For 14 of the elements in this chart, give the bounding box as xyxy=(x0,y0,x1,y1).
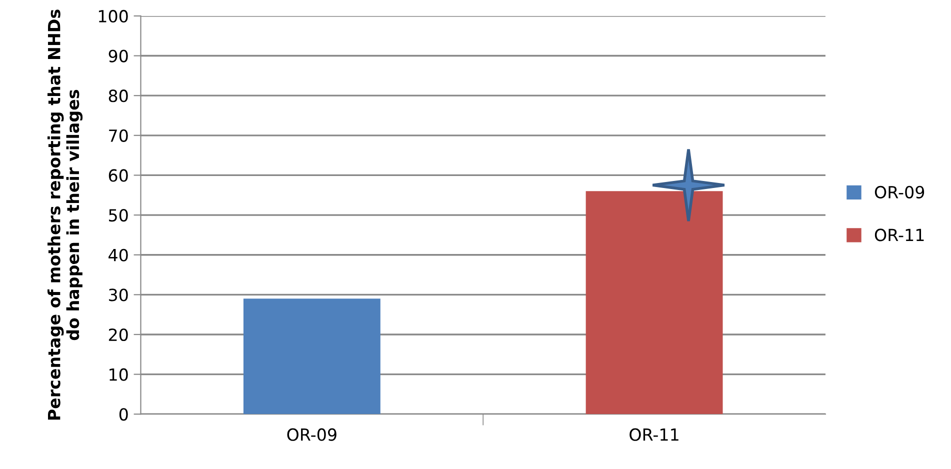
y-tick-label: 80 xyxy=(108,90,128,102)
legend-label: OR-11 xyxy=(874,228,924,242)
y-tick-label: 0 xyxy=(119,408,128,421)
y-tick-label: 60 xyxy=(108,169,128,182)
y-tick-label: 90 xyxy=(108,50,128,62)
y-tick-label: 10 xyxy=(110,368,128,381)
y-tick-label: 70 xyxy=(109,129,128,142)
y-tick-label: 30 xyxy=(109,288,128,302)
y-tick-label: 40 xyxy=(108,248,128,262)
y-tick-label: 50 xyxy=(109,209,128,222)
y-tick-label: 20 xyxy=(108,328,128,342)
legend-label: OR-09 xyxy=(874,186,924,198)
y-tick-label: 100 xyxy=(98,10,128,23)
y-axis-title: Percentage of mothers reporting that NHDs do happen in their villages xyxy=(47,10,83,420)
